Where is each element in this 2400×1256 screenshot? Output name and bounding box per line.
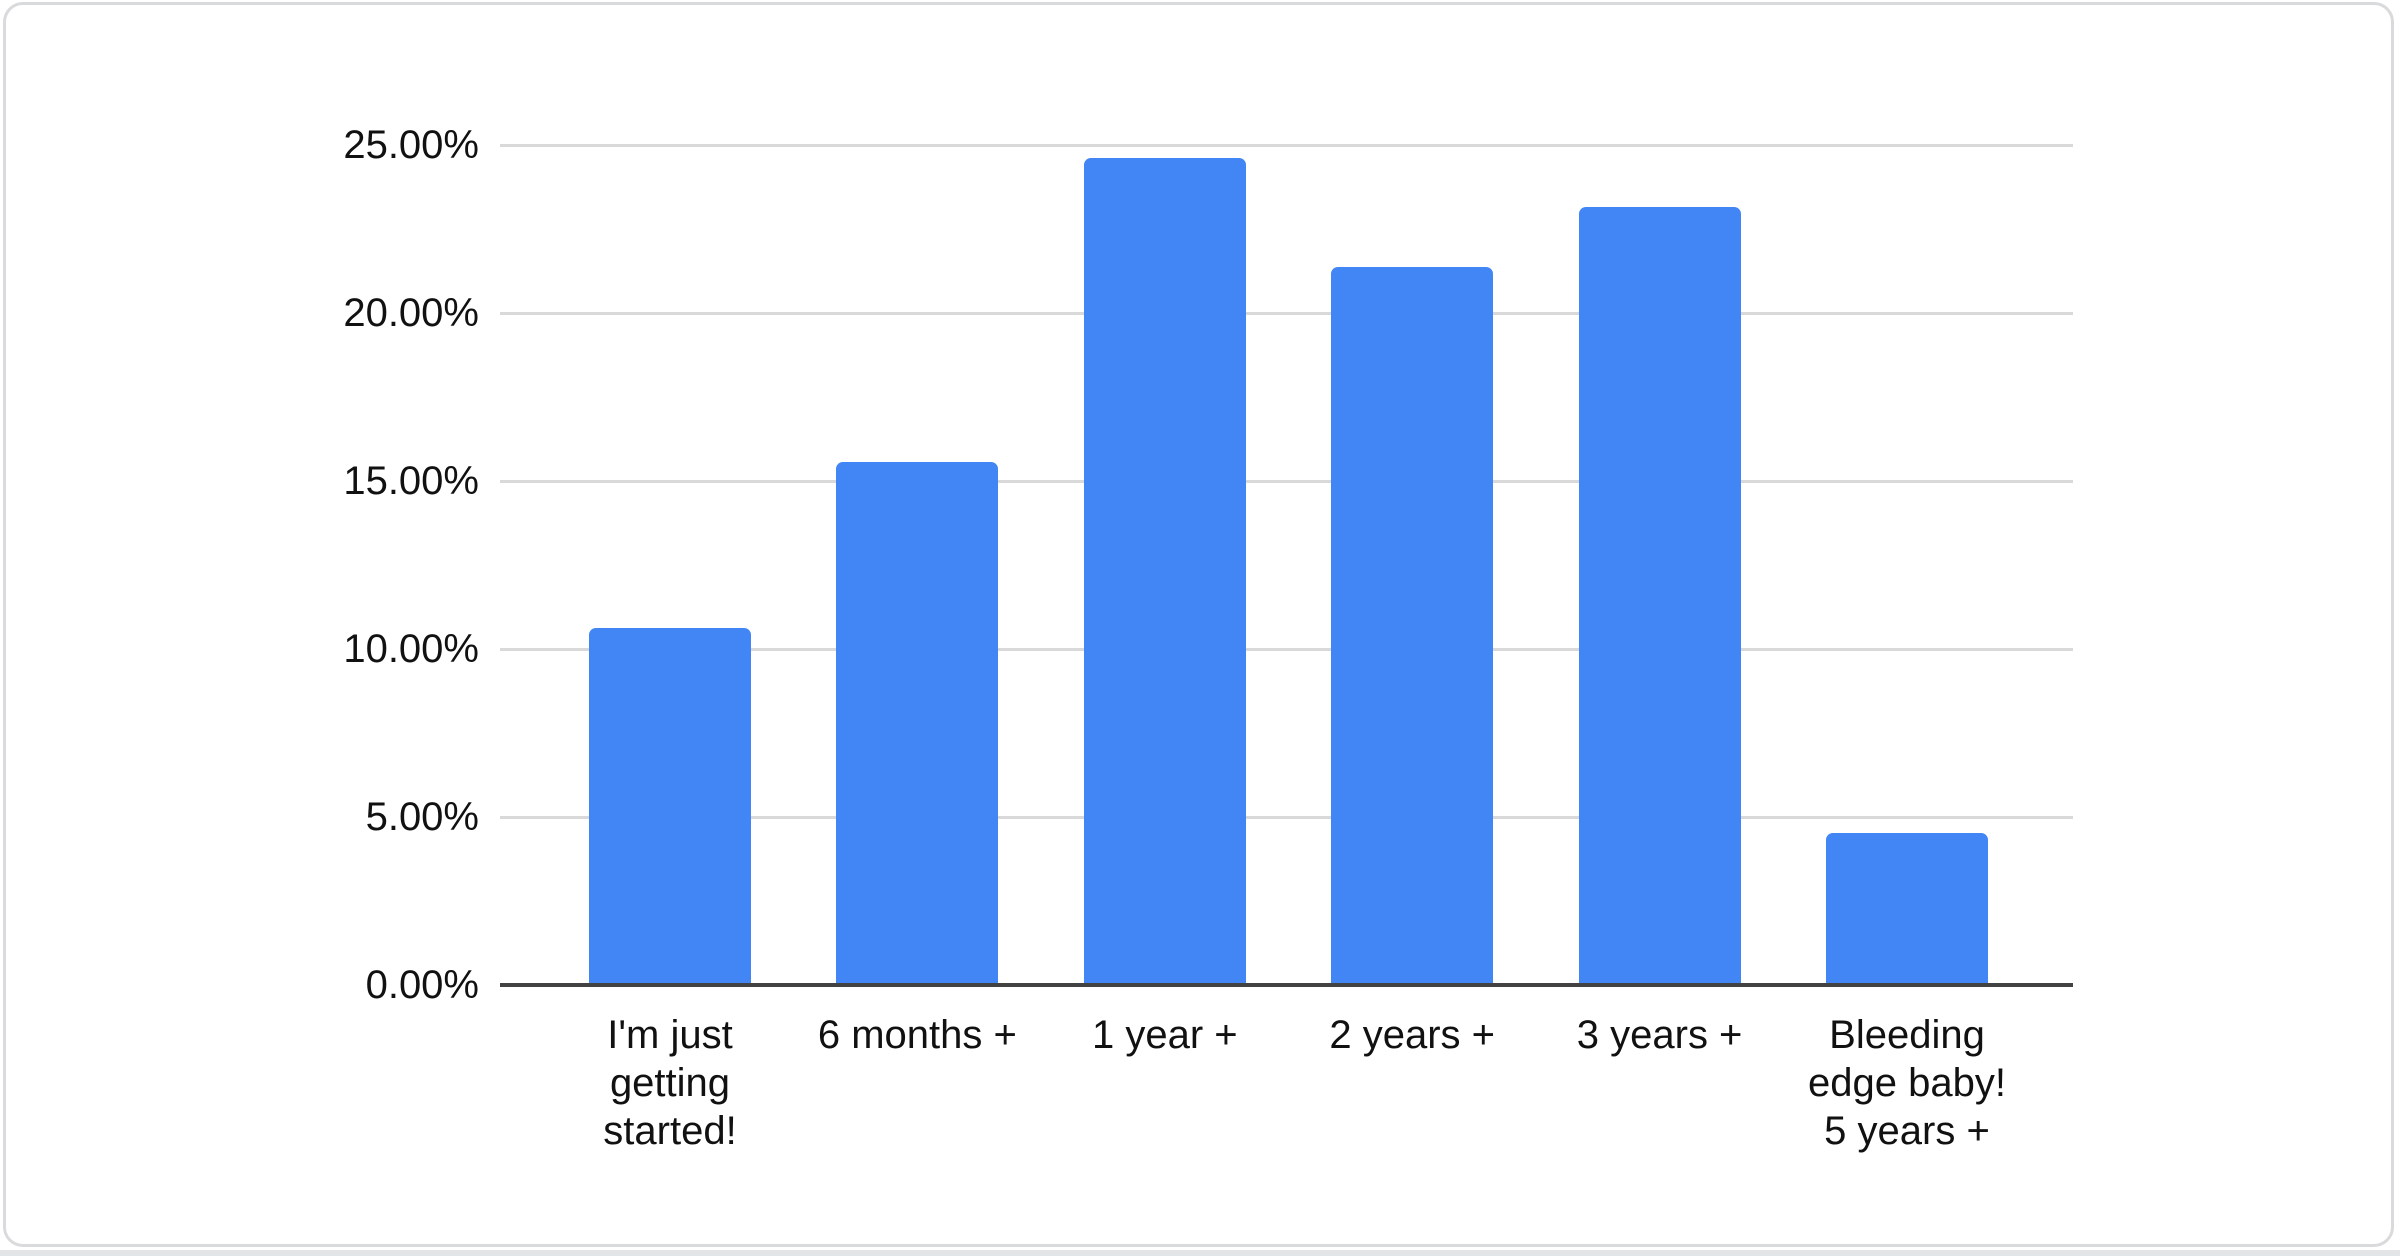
gridline — [500, 647, 2073, 651]
y-axis-tick-label: 15.00% — [343, 459, 479, 503]
y-axis-tick-label: 5.00% — [365, 795, 479, 839]
x-axis-category-label: 3 years + — [1576, 1013, 1743, 1057]
y-axis-tick-label: 20.00% — [343, 291, 479, 335]
bar — [1826, 833, 1988, 985]
gridline — [500, 143, 2073, 147]
bar — [1331, 266, 1494, 985]
gridline — [500, 311, 2073, 315]
chart-card: 25.00% 20.00% 15.00% 10.00% 5.00% 0.00% I'm ju… — [3, 2, 2394, 1247]
x-axis-baseline — [500, 983, 2073, 987]
bar — [1083, 158, 1246, 985]
y-axis-tick-label: 10.00% — [343, 627, 479, 671]
x-axis-category-label: 1 year + — [1091, 1013, 1238, 1057]
bar — [589, 628, 751, 985]
bar-chart: 25.00% 20.00% 15.00% 10.00% 5.00% 0.00% I'm ju… — [6, 5, 2400, 1256]
page-bottom-strip — [0, 1250, 2400, 1256]
x-axis-category-label: 2 years + — [1329, 1013, 1496, 1057]
bar — [836, 462, 999, 985]
x-axis-category-label: 6 months + — [817, 1013, 1017, 1057]
x-axis-category-label: Bleeding edge baby! 5 years + — [1808, 1013, 2006, 1153]
gridline — [500, 479, 2073, 483]
x-axis-category-label: I'm just getting started! — [603, 1013, 737, 1153]
y-axis-tick-label: 0.00% — [365, 963, 479, 1007]
y-axis-tick-label: 25.00% — [343, 123, 479, 167]
bar — [1578, 207, 1741, 985]
gridline — [500, 815, 2073, 819]
